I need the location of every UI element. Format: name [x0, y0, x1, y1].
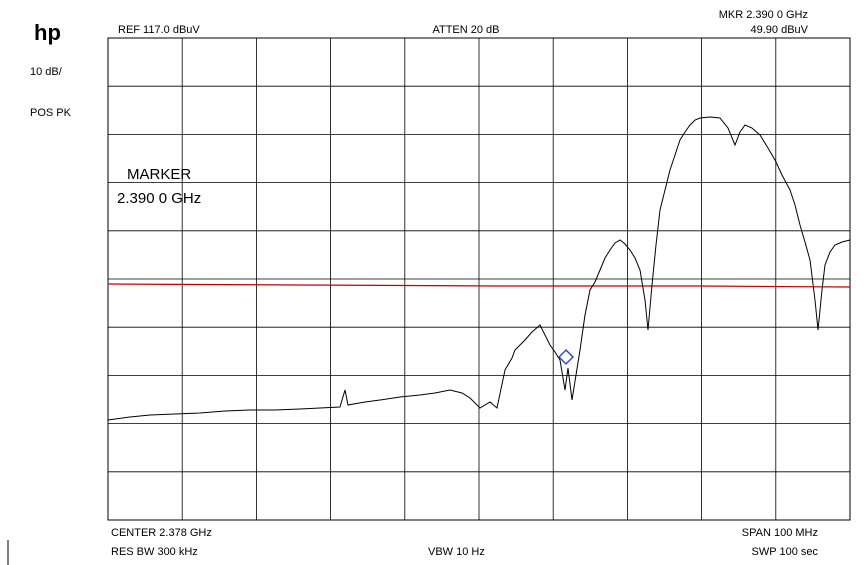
detector: POS PK [30, 107, 72, 119]
resolution-bandwidth: RES BW 300 kHz [111, 546, 198, 558]
graticule [107, 37, 851, 521]
marker-annotation: 2.390 0 GHz [117, 190, 201, 207]
span: SPAN 100 MHz [742, 527, 818, 539]
scale: 10 dB/ [30, 66, 63, 78]
marker [558, 349, 574, 365]
trace [107, 116, 851, 421]
marker-title: MARKER [127, 166, 191, 183]
marker-frequency: MKR 2.390 0 GHz [719, 9, 808, 21]
video-bandwidth: VBW 10 Hz [428, 546, 485, 558]
ref-level: REF 117.0 dBuV [118, 24, 200, 36]
sweep-time: SWP 100 sec [752, 546, 819, 558]
display-line [107, 283, 851, 288]
marker-level: 49.90 dBuV [751, 24, 809, 36]
attenuation: ATTEN 20 dB [432, 24, 499, 36]
center-frequency: CENTER 2.378 GHz [111, 527, 212, 539]
logo: hp [34, 20, 61, 45]
